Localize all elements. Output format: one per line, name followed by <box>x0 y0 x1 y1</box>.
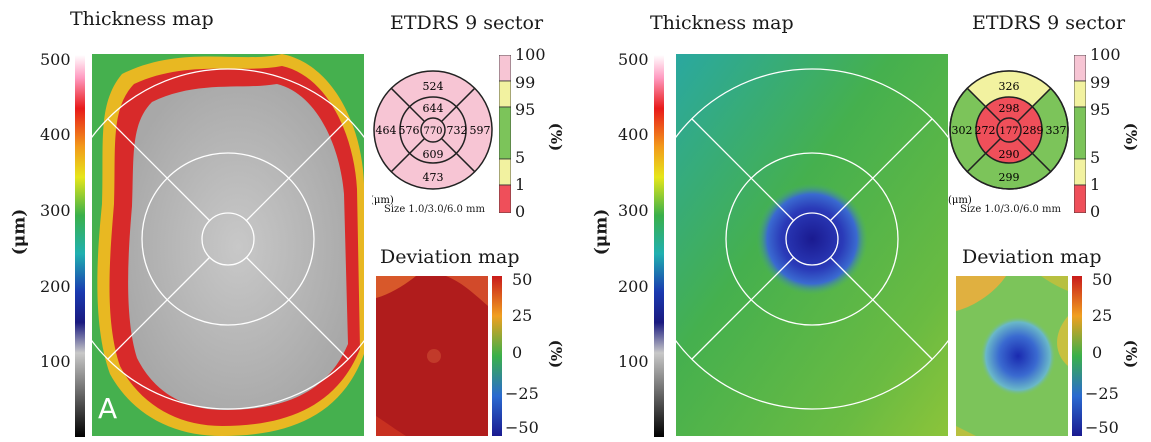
percentile-tick: 5 <box>515 148 526 167</box>
etdrs-outer-superior-fill <box>967 71 1051 107</box>
etdrs-title: ETDRS 9 sector <box>390 12 544 34</box>
percentile-tick: 99 <box>1090 73 1111 92</box>
sector-outer-superior: 326 <box>999 80 1020 93</box>
deviation-tick: −50 <box>1085 418 1119 437</box>
deviation-tick: 25 <box>512 306 533 325</box>
thickness-tick: 500 <box>618 50 649 69</box>
thickness-colorbar <box>75 55 85 437</box>
deviation-colorbar <box>1072 276 1082 436</box>
etdrs-size-label: Size 1.0/3.0/6.0 mm <box>384 204 486 215</box>
sector-outer-temporal: 464 <box>376 124 397 137</box>
panel-a: Thickness map ETDRS 9 sector 500 400 300… <box>0 0 575 442</box>
percentile-colorbar <box>499 55 511 213</box>
thickness-tick: 200 <box>40 277 71 296</box>
deviation-tick: 50 <box>512 270 533 289</box>
deviation-tick: 25 <box>1092 306 1113 325</box>
etdrs-size-label: Size 1.0/3.0/6.0 mm <box>960 204 1062 215</box>
percentile-tick: 5 <box>1090 148 1101 167</box>
thickness-colorbar <box>654 55 664 437</box>
deviation-tick: −25 <box>505 384 539 403</box>
deviation-tick: 0 <box>1092 343 1103 362</box>
etdrs-unit-label: (μm) <box>948 195 972 206</box>
sector-inner-temporal: 272 <box>975 124 996 137</box>
etdrs-sector-chart: 524 644 770 576 732 464 597 609 473 (μm) <box>372 70 493 206</box>
sector-outer-inferior: 473 <box>423 171 444 184</box>
sector-inner-inferior: 290 <box>999 148 1020 161</box>
percentile-tick: 0 <box>1090 202 1101 221</box>
percentile-unit-label: (%) <box>547 122 566 152</box>
sector-inner-temporal: 576 <box>399 124 420 137</box>
sector-outer-nasal: 597 <box>470 124 491 137</box>
etdrs-center <box>996 117 1022 143</box>
percentile-tick: 1 <box>1090 175 1101 194</box>
sector-inner-nasal: 732 <box>447 124 468 137</box>
thickness-tick: 300 <box>40 201 71 220</box>
thickness-tick: 500 <box>40 50 71 69</box>
deviation-tick: 50 <box>1092 270 1113 289</box>
panel-b: Thickness map ETDRS 9 sector 500 400 300… <box>576 0 1151 442</box>
thickness-unit-label: (μm) <box>9 208 30 256</box>
percentile-tick: 100 <box>1090 45 1121 64</box>
sector-inner-superior: 298 <box>999 102 1020 115</box>
thickness-tick: 400 <box>618 125 649 144</box>
thickness-unit-label: (μm) <box>591 208 612 256</box>
percentile-tick: 0 <box>515 202 526 221</box>
deviation-colorbar <box>492 276 502 436</box>
thickness-map-title: Thickness map <box>650 12 794 34</box>
sector-outer-nasal: 337 <box>1046 124 1067 137</box>
etdrs-unit-label: (μm) <box>372 195 394 206</box>
etdrs-title: ETDRS 9 sector <box>972 12 1126 34</box>
sector-inner-nasal: 289 <box>1023 124 1044 137</box>
sector-center: 177 <box>999 126 1018 137</box>
thickness-tick: 100 <box>40 352 71 371</box>
thickness-map-image <box>92 54 364 436</box>
thickness-tick: 100 <box>618 352 649 371</box>
percentile-unit-label: (%) <box>1122 122 1141 152</box>
percentile-tick: 95 <box>515 100 536 119</box>
sector-outer-inferior: 299 <box>999 171 1020 184</box>
deviation-tick: −25 <box>1085 384 1119 403</box>
sector-outer-temporal: 302 <box>952 124 973 137</box>
percentile-tick: 95 <box>1090 100 1111 119</box>
deviation-tick: −50 <box>505 418 539 437</box>
deviation-unit-label: (%) <box>547 339 566 369</box>
percentile-tick: 1 <box>515 175 526 194</box>
percentile-tick: 99 <box>515 73 536 92</box>
deviation-tick: 0 <box>512 343 523 362</box>
sector-outer-superior: 524 <box>423 80 444 93</box>
thickness-map-title: Thickness map <box>70 8 214 30</box>
thickness-map-image <box>676 54 948 436</box>
thickness-tick: 300 <box>618 201 649 220</box>
deviation-unit-label: (%) <box>1122 339 1141 369</box>
percentile-colorbar <box>1074 55 1086 213</box>
thickness-tick: 200 <box>618 277 649 296</box>
deviation-map-title: Deviation map <box>962 246 1102 268</box>
deviation-map-image <box>376 276 488 436</box>
sector-inner-inferior: 609 <box>423 148 444 161</box>
deviation-map-image <box>956 276 1068 436</box>
etdrs-center <box>420 117 446 143</box>
thickness-tick: 400 <box>40 125 71 144</box>
percentile-tick: 100 <box>515 45 546 64</box>
panel-letter: A <box>98 392 118 425</box>
deviation-map-title: Deviation map <box>380 246 520 268</box>
sector-inner-superior: 644 <box>423 102 444 115</box>
sector-center: 770 <box>423 126 442 137</box>
etdrs-sector-chart: 326 298 177 272 289 302 337 290 299 (μm) <box>948 70 1069 206</box>
